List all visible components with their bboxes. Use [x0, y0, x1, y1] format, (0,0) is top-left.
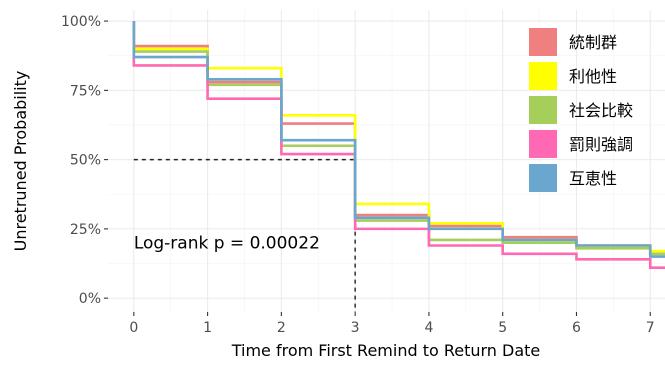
- x-tick-labels: 0 1 2 3 4 5 6 7: [129, 320, 654, 336]
- y-tick-label: 0%: [79, 291, 101, 307]
- grid-minor: [108, 10, 665, 312]
- y-tick-label: 50%: [70, 153, 101, 169]
- x-axis-title: Time from First Remind to Return Date: [231, 341, 541, 360]
- x-tick-label: 2: [277, 320, 286, 336]
- legend-label: 利他性: [569, 67, 617, 86]
- x-tick-label: 5: [498, 320, 507, 336]
- x-tick-label: 7: [646, 320, 655, 336]
- legend-label: 社会比較: [569, 101, 633, 120]
- legend-swatch: [529, 62, 557, 90]
- logrank-annotation: Log-rank p = 0.00022: [134, 234, 320, 254]
- axis-ticks: [104, 20, 651, 316]
- x-tick-label: 0: [129, 320, 138, 336]
- legend-swatch: [529, 164, 557, 192]
- y-axis-title: Unretruned Probability: [11, 71, 30, 252]
- y-tick-labels: 0% 25% 50% 75% 100%: [61, 14, 101, 307]
- series-lines: [132, 21, 665, 269]
- legend-swatch: [529, 96, 557, 124]
- y-tick-label: 75%: [70, 83, 101, 99]
- series-line-互恵性: [132, 21, 665, 258]
- legend-label: 統制群: [569, 33, 617, 52]
- x-tick-label: 1: [203, 320, 212, 336]
- x-tick-label: 6: [572, 320, 581, 336]
- y-tick-label: 25%: [70, 222, 101, 238]
- plot-panel: [108, 10, 665, 312]
- legend-swatch: [529, 28, 557, 56]
- legend-label: 互恵性: [569, 169, 617, 188]
- legend-label: 罰則強調: [569, 135, 633, 154]
- legend-swatch: [529, 130, 557, 158]
- x-tick-label: 4: [424, 320, 433, 336]
- x-tick-label: 3: [351, 320, 360, 336]
- y-tick-label: 100%: [61, 14, 101, 30]
